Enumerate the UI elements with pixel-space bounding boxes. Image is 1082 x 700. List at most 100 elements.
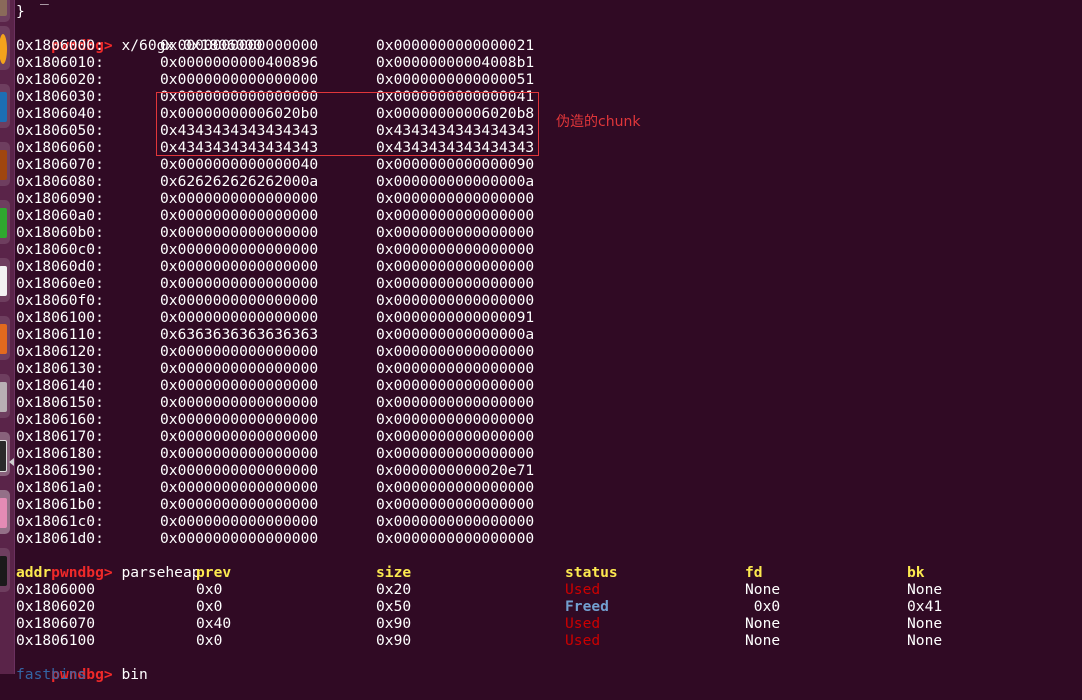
memory-address: 0x1806040:: [16, 105, 104, 122]
cell-size: 0x50: [376, 598, 412, 615]
memory-value-2: 0x0000000000000041: [376, 88, 535, 105]
memory-address: 0x1806170:: [16, 428, 104, 445]
memory-value-2: 0x0000000000000021: [376, 37, 535, 54]
memory-value-2: 0x0000000000000000: [376, 428, 535, 445]
memory-value-2: 0x0000000000000000: [376, 207, 535, 224]
memory-address: 0x1806150:: [16, 394, 104, 411]
cell-status: Used: [565, 581, 601, 598]
memory-row: 0x1806140: 0x0000000000000000 0x0000000000…: [16, 377, 616, 394]
memory-row: 0x1806100: 0x0000000000000000 0x0000000000…: [16, 309, 616, 326]
memory-row: 0x1806000: 0x0000000000000000 0x0000000000…: [16, 37, 616, 54]
memory-value-1: 0x0000000000000000: [160, 88, 319, 105]
memory-value-2: 0x0000000000020e71: [376, 462, 535, 479]
memory-row: 0x1806110: 0x6363636363636363 0x0000000000…: [16, 326, 616, 343]
memory-value-1: 0x0000000000000000: [160, 309, 319, 326]
launcher-item-firefox[interactable]: [0, 26, 10, 70]
parseheap-row: 0x1806070 0x40 0x90 Used None None: [16, 615, 1016, 632]
launcher-item[interactable]: [0, 0, 10, 22]
launcher-item-app[interactable]: [0, 142, 10, 186]
memory-value-1: 0x0000000000000000: [160, 462, 319, 479]
memory-row: 0x18061c0: 0x0000000000000000 0x0000000000…: [16, 513, 616, 530]
memory-value-1: 0x0000000000000000: [160, 513, 319, 530]
memory-row: 0x18061a0: 0x0000000000000000 0x0000000000…: [16, 479, 616, 496]
terminal-output[interactable]: _ } pwndbg> x/60gx 0x1806000 0x1806000:0…: [16, 0, 1082, 683]
memory-address: 0x1806130:: [16, 360, 104, 377]
launcher-item-app[interactable]: [0, 258, 10, 302]
launcher-item-app[interactable]: [0, 200, 10, 244]
memory-row: 0x1806130: 0x0000000000000000 0x0000000000…: [16, 360, 616, 377]
memory-value-1: 0x4343434343434343: [160, 122, 319, 139]
fastbins-label: fastbins: [16, 666, 87, 683]
memory-row: 0x1806160: 0x0000000000000000 0x0000000000…: [16, 411, 616, 428]
cell-prev: 0x0: [196, 598, 223, 615]
launcher-item-terminal[interactable]: [0, 432, 10, 476]
partial-line: _: [40, 0, 49, 5]
memory-value-2: 0x0000000000000000: [376, 360, 535, 377]
memory-value-1: 0x00000000006020b0: [160, 105, 319, 122]
memory-row: 0x1806020: 0x0000000000000000 0x0000000000…: [16, 71, 616, 88]
memory-address: 0x18060a0:: [16, 207, 104, 224]
cell-size: 0x90: [376, 615, 412, 632]
launcher-item-settings[interactable]: [0, 374, 10, 418]
column-header-status: status: [565, 564, 618, 581]
memory-row: 0x18060a0: 0x0000000000000000 0x0000000000…: [16, 207, 616, 224]
memory-address: 0x18060c0:: [16, 241, 104, 258]
cell-status: Freed: [565, 598, 609, 615]
launcher-item-app[interactable]: [0, 490, 10, 534]
memory-value-2: 0x0000000000000000: [376, 377, 535, 394]
memory-value-1: 0x0000000000000000: [160, 394, 319, 411]
launcher-item-app[interactable]: [0, 548, 10, 592]
command-line-examine: pwndbg> x/60gx 0x1806000: [16, 20, 262, 54]
launcher-item-app[interactable]: [0, 84, 10, 128]
memory-value-1: 0x0000000000000000: [160, 428, 319, 445]
memory-row: 0x1806010: 0x0000000000400896 0x0000000000…: [16, 54, 616, 71]
memory-address: 0x18061b0:: [16, 496, 104, 513]
cell-fd: None: [745, 615, 781, 632]
memory-value-1: 0x0000000000000000: [160, 224, 319, 241]
memory-value-1: 0x626262626262000a: [160, 173, 319, 190]
memory-value-2: 0x0000000000000000: [376, 275, 535, 292]
memory-address: 0x1806070:: [16, 156, 104, 173]
memory-address: 0x18060e0:: [16, 275, 104, 292]
memory-value-2: 0x0000000000000051: [376, 71, 535, 88]
memory-value-1: 0x0000000000000040: [160, 156, 319, 173]
cell-size: 0x90: [376, 632, 412, 649]
column-header-fd: fd: [745, 564, 763, 581]
memory-row: 0x1806150: 0x0000000000000000 0x0000000000…: [16, 394, 616, 411]
memory-address: 0x1806030:: [16, 88, 104, 105]
memory-value-2: 0x0000000000000000: [376, 513, 535, 530]
memory-address: 0x18061a0:: [16, 479, 104, 496]
memory-value-1: 0x0000000000000000: [160, 258, 319, 275]
memory-value-2: 0x0000000000000000: [376, 343, 535, 360]
memory-row: 0x1806120: 0x0000000000000000 0x0000000000…: [16, 343, 616, 360]
memory-value-1: 0x0000000000000000: [160, 207, 319, 224]
memory-value-2: 0x000000000000000a: [376, 326, 535, 343]
memory-row: 0x18060f0: 0x0000000000000000 0x0000000000…: [16, 292, 616, 309]
memory-value-1: 0x0000000000000000: [160, 445, 319, 462]
memory-row: 0x1806180: 0x0000000000000000 0x0000000000…: [16, 445, 616, 462]
memory-value-2: 0x0000000000000000: [376, 258, 535, 275]
memory-value-2: 0x0000000000000000: [376, 241, 535, 258]
memory-address: 0x1806160:: [16, 411, 104, 428]
memory-value-2: 0x0000000000000091: [376, 309, 535, 326]
cell-addr: 0x1806020: [16, 598, 96, 615]
memory-row: 0x1806050: 0x4343434343434343 0x4343434343…: [16, 122, 616, 139]
memory-row: 0x18060b0: 0x0000000000000000 0x0000000000…: [16, 224, 616, 241]
memory-row: 0x18060c0: 0x0000000000000000 0x0000000000…: [16, 241, 616, 258]
cell-bk: 0x41: [907, 598, 943, 615]
command-line-parseheap: pwndbg> parseheap: [16, 547, 200, 581]
command-text: bin: [121, 666, 148, 683]
memory-row: 0x18060e0: 0x0000000000000000 0x0000000000…: [16, 275, 616, 292]
memory-value-1: 0x0000000000000000: [160, 241, 319, 258]
parseheap-header-row: addr prev size status fd bk: [16, 564, 1016, 581]
memory-value-1: 0x0000000000000000: [160, 343, 319, 360]
closing-brace: }: [16, 3, 25, 20]
memory-row: 0x18060d0: 0x0000000000000000 0x0000000000…: [16, 258, 616, 275]
launcher-item-app[interactable]: [0, 316, 10, 360]
memory-row: 0x1806040: 0x00000000006020b0 0x0000000000…: [16, 105, 616, 122]
memory-value-2: 0x0000000000000000: [376, 224, 535, 241]
memory-value-2: 0x000000000000000a: [376, 173, 535, 190]
memory-value-2: 0x0000000000000090: [376, 156, 535, 173]
launcher-sidebar: [0, 0, 15, 674]
memory-value-1: 0x0000000000000000: [160, 479, 319, 496]
